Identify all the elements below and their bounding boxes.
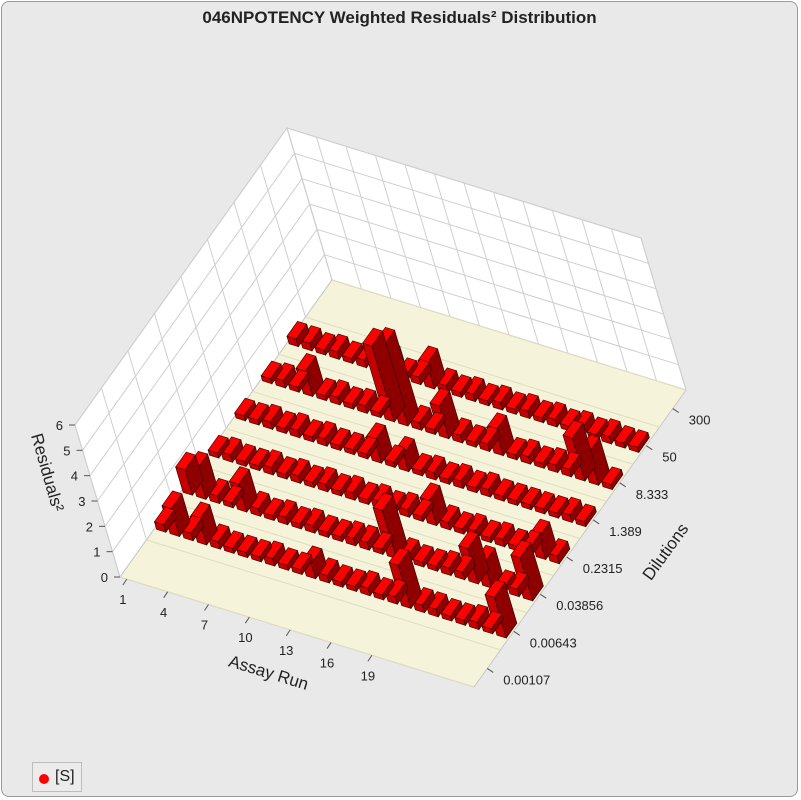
bar-top-face	[286, 320, 308, 340]
side-wall-grid-line	[233, 202, 280, 355]
x-tick-label: 4	[160, 605, 167, 620]
x-tick-mark	[244, 616, 250, 624]
bar-top-face	[484, 579, 506, 598]
side-wall-grid-line	[207, 239, 253, 392]
legend[interactable]: [S]	[32, 762, 82, 792]
back-wall-grid-line	[309, 203, 664, 315]
side-wall-grid-line	[101, 387, 147, 541]
bar-top-face	[175, 451, 196, 471]
z-tick-label: 2	[86, 519, 93, 534]
side-wall-grid-line	[180, 276, 227, 429]
y-tick-mark	[645, 445, 653, 451]
x-tick-label: 1	[119, 592, 126, 607]
side-wall-grid-line	[286, 127, 333, 281]
z-tick-label: 0	[101, 570, 108, 585]
x-tick-mark	[326, 642, 332, 649]
bar-top-face	[562, 419, 584, 439]
y-tick-label: 1.389	[609, 524, 642, 539]
bar-top-face	[429, 387, 451, 407]
z-tick-label: 6	[56, 418, 63, 433]
bar-top-face	[260, 360, 282, 380]
bar-top-face	[372, 492, 394, 511]
y-tick-label: 0.00643	[530, 635, 577, 650]
floor-grid-line	[252, 390, 607, 502]
x-tick-label: 7	[201, 618, 208, 633]
x-tick-mark	[204, 604, 209, 611]
x-tick-label: 13	[279, 643, 293, 658]
y-tick-mark	[592, 519, 600, 525]
side-wall-grid-line	[260, 164, 306, 318]
chart-title: 046NPOTENCY Weighted Residuals² Distribu…	[202, 8, 597, 27]
y-tick-mark	[513, 630, 521, 636]
floor-grid-line	[225, 428, 581, 539]
x-tick-mark	[367, 654, 373, 662]
y-tick-mark	[672, 408, 680, 413]
floor-grid-line	[146, 539, 501, 651]
y-tick-label: 300	[689, 413, 711, 428]
x-tick-label: 10	[238, 630, 252, 645]
y-tick-label: 8.333	[636, 487, 669, 502]
back-wall-grid-line	[324, 254, 679, 366]
x-tick-label: 16	[320, 656, 334, 671]
legend-label: [S]	[55, 768, 75, 785]
z-tick-label: 3	[78, 494, 85, 509]
x-tick-mark	[122, 578, 128, 586]
bar-top-face	[362, 327, 383, 347]
bar-top-face	[207, 434, 229, 454]
bar-top-face	[458, 530, 479, 549]
z-axis-title: Residuals²	[27, 431, 67, 514]
bar-top-face	[234, 397, 255, 417]
z-tick-label: 1	[93, 545, 100, 560]
back-wall-grid-line	[286, 127, 642, 239]
back-wall-grid-line	[301, 178, 657, 290]
y-tick-label: 0.00107	[503, 672, 550, 687]
y-axis-title: Dilutions	[639, 520, 693, 584]
bar-top-face	[153, 506, 175, 526]
floor-grid-line	[172, 502, 528, 614]
back-wall-grid-line	[294, 152, 649, 264]
y-tick-mark	[566, 556, 574, 562]
side-wall-grid-line	[127, 350, 174, 503]
y-tick-mark	[539, 593, 547, 599]
z-tick-label: 4	[71, 469, 78, 484]
x-tick-label: 19	[361, 668, 375, 683]
y-tick-label: 0.2315	[583, 561, 623, 576]
legend-marker-icon	[39, 774, 49, 784]
y-tick-label: 0.03856	[556, 598, 603, 613]
floor-grid-line	[331, 279, 687, 391]
bar-top-face	[388, 547, 410, 566]
z-tick-label: 5	[63, 443, 70, 458]
x-tick-mark	[163, 591, 169, 599]
x-axis-title: Assay Run	[227, 652, 311, 694]
bar-top-face	[228, 466, 250, 485]
y-tick-label: 50	[662, 450, 676, 465]
bar-top-face	[510, 539, 532, 559]
floor-grid-line	[305, 316, 660, 428]
floor-grid-line	[119, 576, 475, 688]
y-tick-mark	[486, 668, 494, 673]
back-wall-grid-line	[316, 228, 672, 340]
y-tick-mark	[619, 482, 627, 488]
side-wall-grid-line	[154, 313, 200, 466]
x-tick-mark	[285, 629, 291, 637]
